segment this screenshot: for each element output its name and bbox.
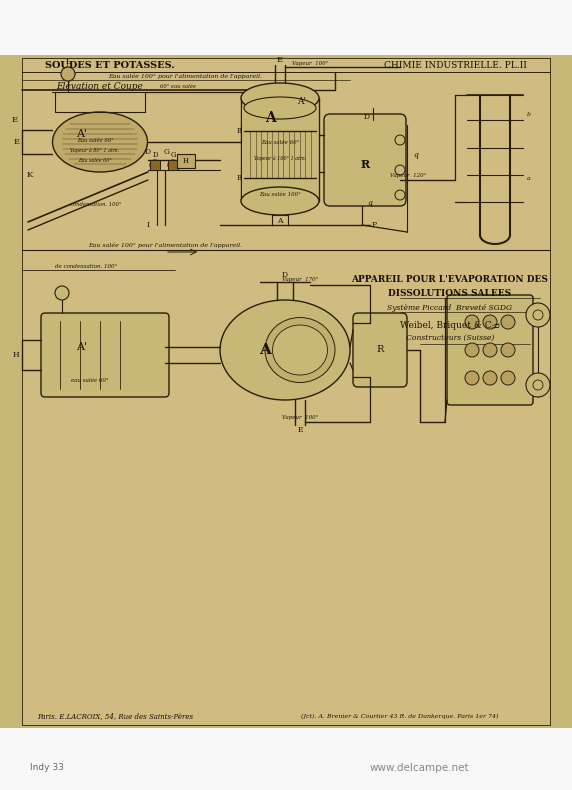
Text: D: D [145, 148, 151, 156]
Text: eau salée 60°: eau salée 60° [71, 378, 109, 383]
Circle shape [465, 315, 479, 329]
Text: A: A [277, 217, 283, 225]
Circle shape [55, 286, 69, 300]
Text: A: A [265, 111, 275, 125]
Text: D: D [152, 151, 158, 159]
Text: G: G [164, 148, 170, 156]
Text: Eau salée 100°: Eau salée 100° [259, 193, 301, 198]
Text: A': A' [77, 129, 88, 139]
Text: Vapeur  100°: Vapeur 100° [282, 416, 318, 420]
Circle shape [483, 371, 497, 385]
Circle shape [465, 371, 479, 385]
Circle shape [501, 371, 515, 385]
Circle shape [395, 190, 405, 200]
Ellipse shape [53, 112, 148, 172]
Ellipse shape [241, 187, 319, 215]
Circle shape [150, 160, 160, 170]
Circle shape [501, 343, 515, 357]
Ellipse shape [220, 300, 350, 400]
Circle shape [395, 135, 405, 145]
Text: DISSOLUTIONS SALEES: DISSOLUTIONS SALEES [388, 288, 511, 298]
Text: A': A' [297, 96, 307, 106]
Ellipse shape [244, 97, 316, 119]
Circle shape [483, 343, 497, 357]
Text: Système Piccard  Breveté SGDG: Système Piccard Breveté SGDG [387, 304, 513, 312]
Text: H: H [183, 157, 189, 165]
Circle shape [168, 160, 178, 170]
Text: a: a [527, 175, 531, 180]
Text: A: A [259, 343, 271, 357]
Bar [0, 0, 572, 55]
Circle shape [483, 315, 497, 329]
Text: b: b [527, 112, 531, 118]
Text: Eau salée 60°: Eau salée 60° [77, 137, 113, 142]
Text: SOUDES ET POTASSES.: SOUDES ET POTASSES. [45, 62, 175, 70]
Polygon shape [168, 160, 178, 170]
Ellipse shape [272, 325, 328, 375]
Text: Vapeur  170°: Vapeur 170° [282, 277, 318, 283]
Circle shape [526, 303, 550, 327]
Text: Eau salée 60°: Eau salée 60° [78, 157, 112, 163]
Text: E: E [297, 426, 303, 434]
Text: Vapeur à 100° 1 atm.: Vapeur à 100° 1 atm. [254, 156, 306, 160]
Text: de condensation. 100°: de condensation. 100° [55, 264, 117, 269]
Text: Vapeur  120°: Vapeur 120° [390, 174, 426, 179]
Text: D: D [282, 271, 288, 279]
Text: R: R [360, 160, 370, 171]
Text: G: G [170, 151, 176, 159]
Text: q: q [367, 199, 372, 207]
Text: (Jct). A. Brenier & Courtier 43 R. de Dunkerque. Paris 1er 74): (Jct). A. Brenier & Courtier 43 R. de Du… [301, 713, 499, 719]
Text: Indy 33: Indy 33 [30, 763, 64, 773]
Bar [0, 55, 572, 728]
Circle shape [395, 165, 405, 175]
Text: K: K [27, 171, 33, 179]
Text: Eau salée 60°: Eau salée 60° [261, 141, 299, 145]
Text: Paris. E.LACROIX, 54, Rue des Saints-Pères: Paris. E.LACROIX, 54, Rue des Saints-Pèr… [37, 712, 193, 720]
Text: APPAREIL POUR L'EVAPORATION DES: APPAREIL POUR L'EVAPORATION DES [352, 276, 549, 284]
Text: E: E [12, 116, 18, 124]
Text: condensation. 100°: condensation. 100° [70, 201, 121, 206]
Text: Eau salée 100° pour l'alimentation de l'appareil.: Eau salée 100° pour l'alimentation de l'… [88, 243, 242, 248]
Circle shape [61, 67, 75, 81]
Text: 60° eau salée: 60° eau salée [160, 85, 196, 89]
FancyBboxPatch shape [353, 313, 407, 387]
Text: Vapeur  100°: Vapeur 100° [292, 61, 328, 66]
Bar [177, 154, 195, 168]
Text: B: B [237, 127, 242, 135]
Text: www.delcampe.net: www.delcampe.net [370, 763, 470, 773]
Text: Constructeurs (Suisse): Constructeurs (Suisse) [406, 334, 494, 342]
Polygon shape [150, 160, 160, 170]
FancyBboxPatch shape [324, 114, 406, 206]
Circle shape [501, 315, 515, 329]
Bar [22, 58, 550, 725]
Text: E: E [14, 138, 20, 146]
Bar [0, 728, 572, 790]
Circle shape [533, 380, 543, 390]
Text: D: D [364, 113, 370, 121]
FancyBboxPatch shape [447, 295, 533, 405]
Text: q: q [413, 151, 418, 159]
Text: H: H [13, 351, 19, 359]
Text: CHIMIE INDUSTRIELLE. PL.II: CHIMIE INDUSTRIELLE. PL.II [384, 62, 526, 70]
Text: L: L [66, 58, 70, 66]
Text: A': A' [77, 342, 88, 352]
Text: E: E [277, 56, 283, 64]
Circle shape [526, 373, 550, 397]
Text: R: R [376, 345, 384, 355]
Circle shape [533, 310, 543, 320]
Text: Vapeur à 80° 1 atm.: Vapeur à 80° 1 atm. [70, 147, 120, 152]
Ellipse shape [241, 83, 319, 113]
Text: I: I [146, 221, 149, 229]
Ellipse shape [265, 318, 335, 382]
Text: Weibel, Briquet & Cᴞ: Weibel, Briquet & Cᴞ [400, 321, 500, 329]
Text: Eau salée 100° pour l'alimentation de l'appareil.: Eau salée 100° pour l'alimentation de l'… [108, 73, 262, 79]
FancyBboxPatch shape [41, 313, 169, 397]
Text: Elévation et Coupe: Elévation et Coupe [57, 81, 144, 91]
Text: B: B [237, 174, 242, 182]
Bar [242, 108, 318, 200]
Text: P: P [372, 221, 377, 229]
Circle shape [465, 343, 479, 357]
